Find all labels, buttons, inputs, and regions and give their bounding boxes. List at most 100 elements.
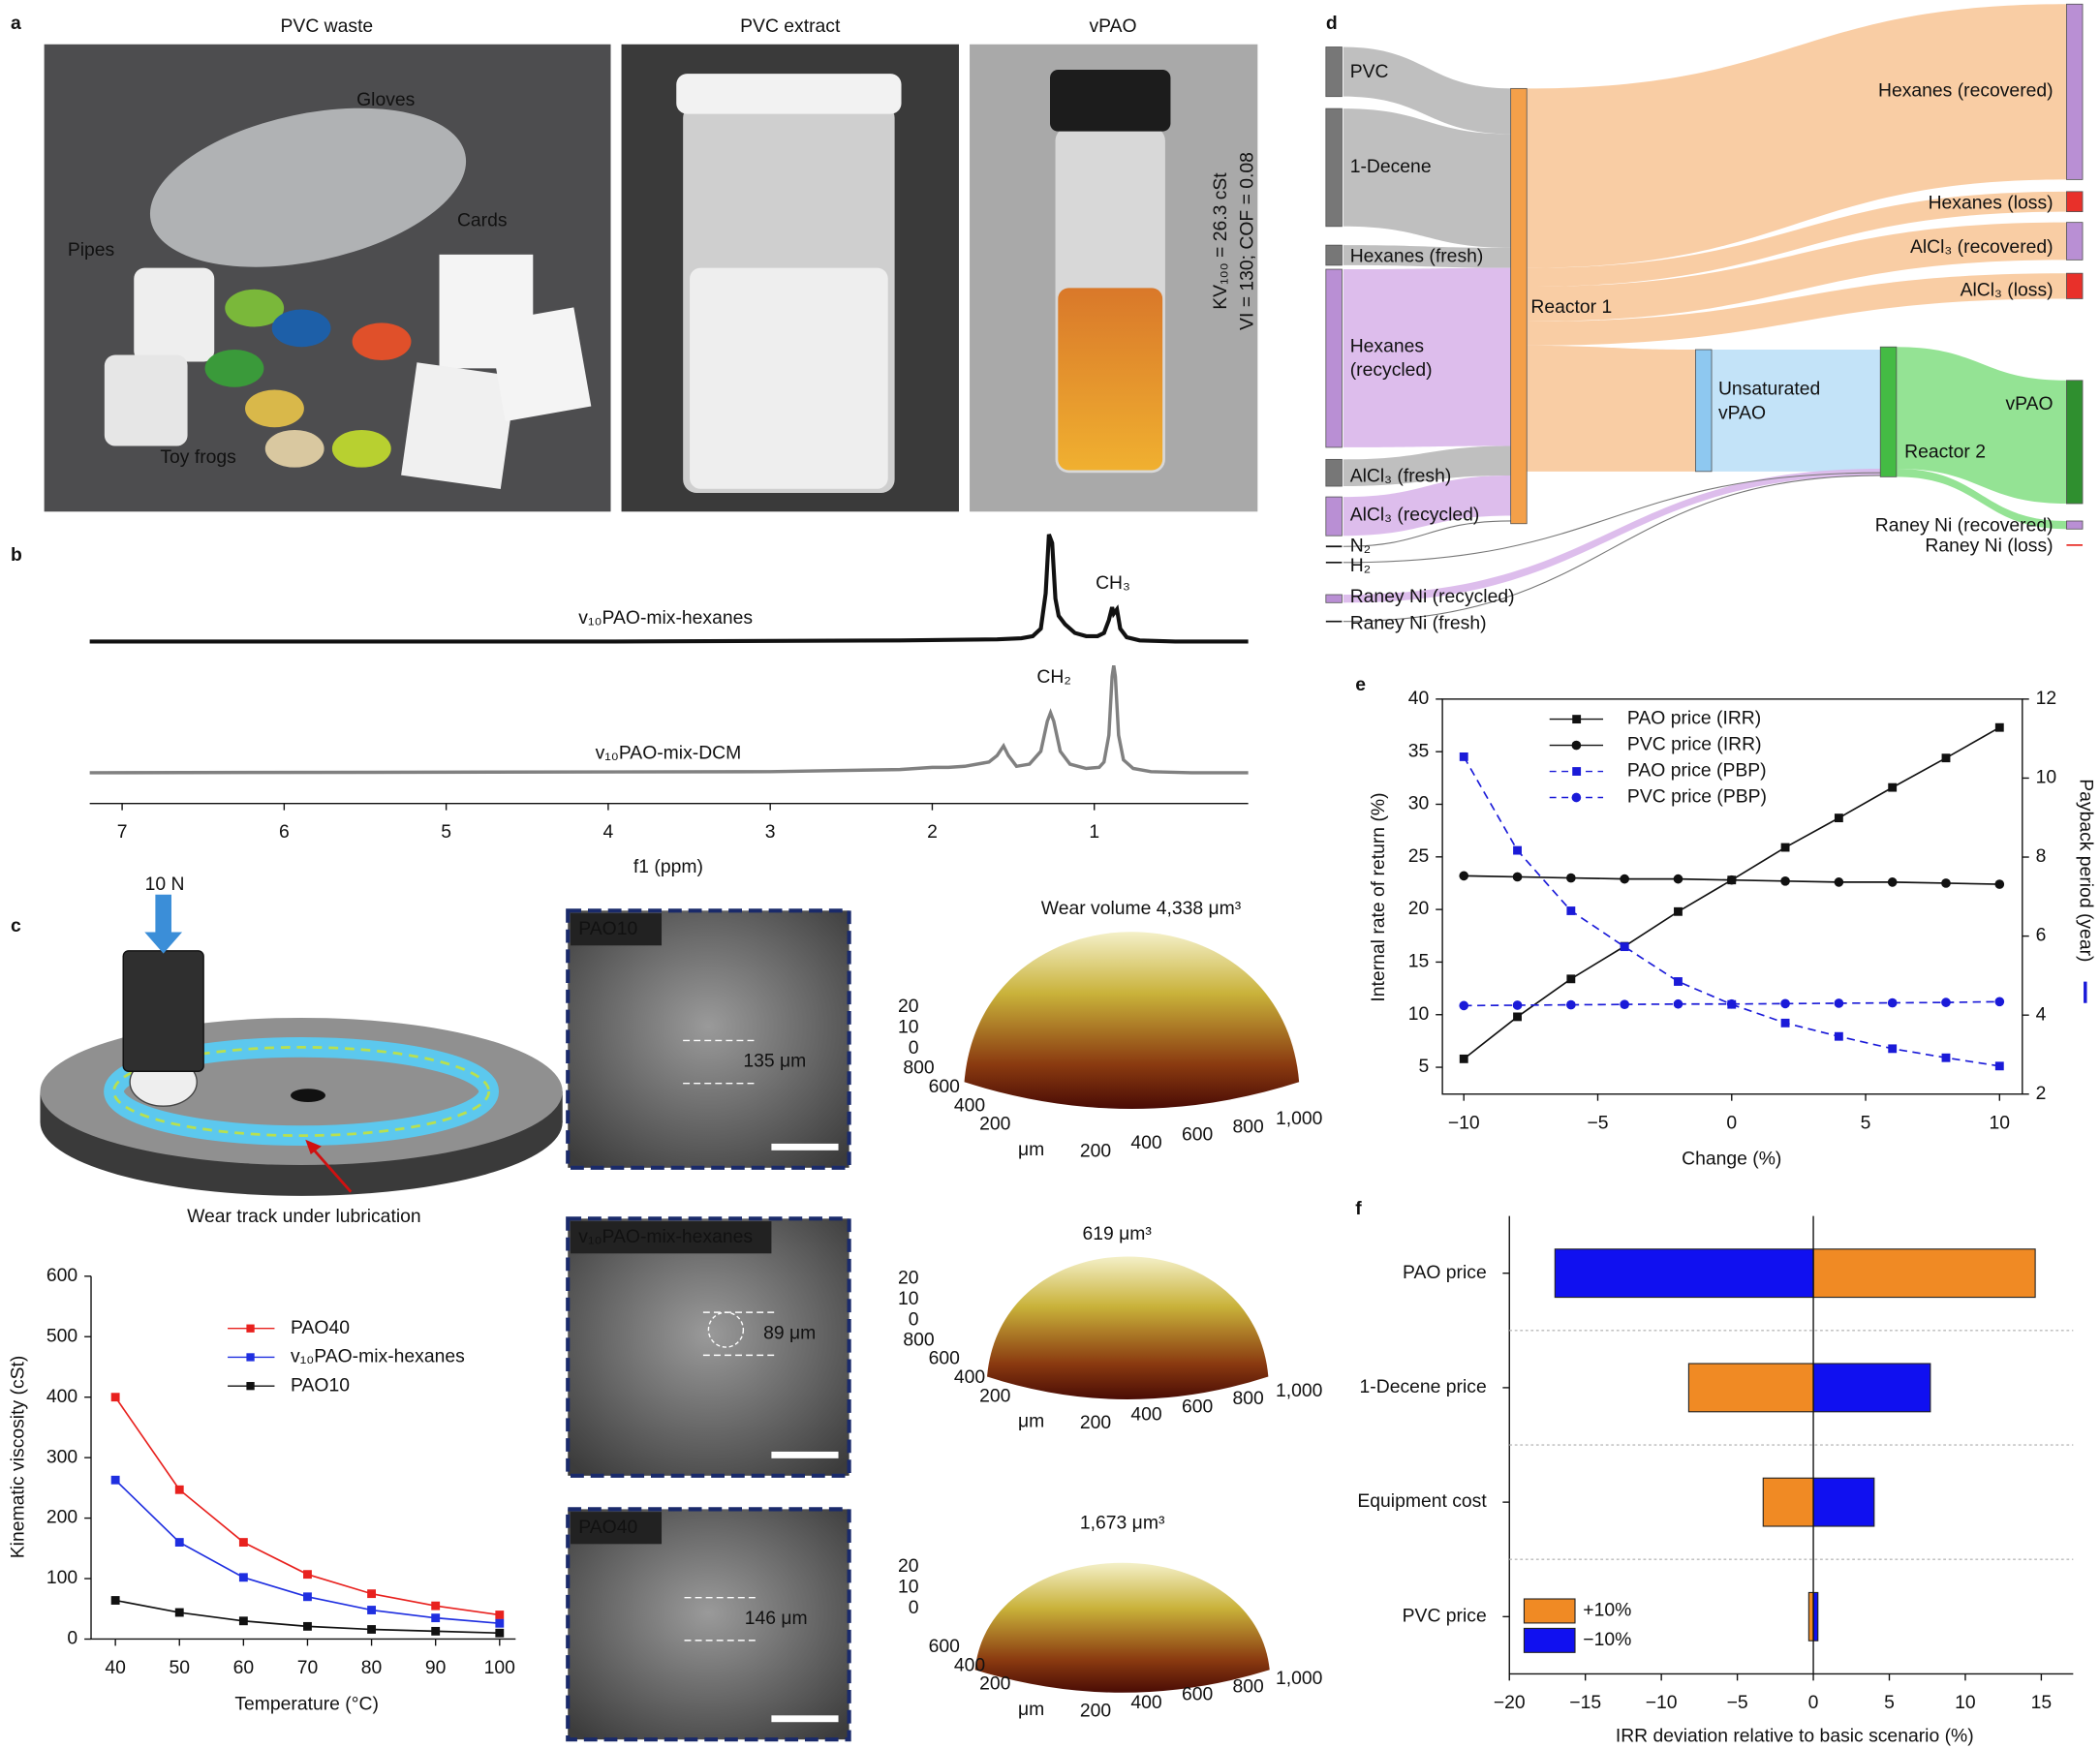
sankey-flow: [1343, 475, 1511, 537]
marker: [1834, 813, 1843, 823]
node-label: Unsaturated: [1718, 379, 1820, 400]
marker: [174, 1485, 184, 1494]
marker: [1566, 974, 1576, 984]
node-label: N₂: [1350, 535, 1371, 556]
y-tick-label: 200: [979, 1673, 1010, 1695]
marker: [1780, 875, 1790, 886]
legend-label: PAO price (PBP): [1627, 760, 1767, 782]
x-tick-label: 7: [117, 821, 128, 843]
spectrum-label: v₁₀PAO-mix-hexanes: [578, 607, 753, 629]
glove: [149, 107, 467, 267]
panel-letter: d: [1326, 13, 1338, 34]
y-tick-label: 200: [46, 1507, 77, 1528]
wear-volume: Wear volume 4,338 μm³: [1041, 898, 1242, 919]
vpao-note: VI = 130; COF = 0.08: [1237, 152, 1258, 330]
z-tick-label: 10: [898, 1288, 919, 1309]
sankey-flow: [1527, 273, 2067, 346]
node-label: Hexanes: [1350, 335, 1424, 356]
objective: [122, 950, 204, 1072]
legend-marker: [246, 1324, 255, 1333]
marker: [1994, 879, 2005, 889]
x-tick-label: 400: [1130, 1404, 1161, 1426]
spectrum-label: v₁₀PAO-mix-DCM: [596, 743, 742, 764]
marker: [1513, 1012, 1522, 1022]
marker: [1620, 942, 1629, 952]
marker: [1780, 843, 1790, 852]
y-tick-label: 20: [1408, 898, 1430, 919]
marker: [174, 1608, 184, 1617]
sankey-flow: [1896, 469, 2067, 530]
x-tick-label: 0: [1726, 1112, 1737, 1133]
y-axis-label: Kinematic viscosity (cSt): [7, 1356, 28, 1559]
micrograph-label-bg: [571, 913, 663, 946]
z-tick-label: 20: [898, 1555, 919, 1577]
panel-letter: f: [1355, 1198, 1362, 1219]
z-tick-label: 20: [898, 1268, 919, 1289]
sankey-flow: [1343, 46, 1511, 135]
series-line: [114, 1479, 500, 1625]
legend-marker: [246, 1382, 255, 1391]
plot-frame: [1441, 698, 2023, 1095]
marker: [174, 1538, 184, 1547]
sankey-node: [1510, 87, 1528, 525]
node-label: AlCl₃ (fresh): [1350, 465, 1452, 486]
scale-bar: [771, 1715, 839, 1723]
x-tick-label: 5: [1884, 1692, 1895, 1713]
wear-volume: 1,673 μm³: [1080, 1513, 1165, 1534]
marker: [1726, 874, 1737, 885]
marker: [1888, 782, 1898, 792]
x-tick-label: 1,000: [1276, 1108, 1322, 1129]
micrograph: [566, 908, 851, 1170]
y-tick-label: 400: [46, 1386, 77, 1407]
y-tick-label: 500: [46, 1325, 77, 1346]
scar-width: 89 μm: [763, 1322, 816, 1343]
y-tick-label: 200: [979, 1385, 1010, 1406]
sankey-flow: [1896, 347, 2067, 505]
bar: [1807, 1591, 1814, 1642]
node-label: Raney Ni (fresh): [1350, 613, 1487, 634]
sankey-flow: [1710, 350, 1881, 472]
wear-profile: [964, 932, 1300, 1109]
sankey-node: [1879, 346, 1898, 477]
photo-title: PVC waste: [281, 15, 374, 37]
legend-label: −10%: [1583, 1629, 1631, 1650]
micrograph-label: PAO40: [578, 1517, 637, 1538]
y2-tick-label: 4: [2036, 1003, 2047, 1025]
x-tick-label: −10: [1646, 1692, 1678, 1713]
node-label: 1-Decene: [1350, 156, 1432, 177]
legend-label: v₁₀PAO-mix-hexanes: [291, 1346, 465, 1367]
card: [401, 362, 517, 490]
node-label: H₂: [1350, 555, 1371, 576]
marker: [1459, 1000, 1469, 1011]
node-label: AlCl₃ (recycled): [1350, 505, 1480, 526]
micrograph: [566, 1507, 851, 1742]
category-label: PVC price: [1403, 1605, 1487, 1626]
marker: [1512, 1000, 1523, 1010]
y2-tick-label: 10: [2036, 767, 2057, 788]
marker: [1512, 872, 1523, 882]
x-tick-label: 800: [1232, 1388, 1263, 1409]
scar-width: 146 μm: [745, 1608, 808, 1629]
sankey-flow: [1527, 4, 2067, 268]
sankey-flow: [1527, 191, 2067, 288]
legend-marker: [1571, 740, 1582, 751]
marker: [303, 1621, 312, 1631]
sankey-node: [1325, 46, 1343, 98]
node-label: Hexanes (loss): [1929, 192, 2054, 213]
sankey-link: [1343, 475, 1881, 623]
sankey-flow: [1343, 469, 1881, 603]
z-tick-label: 10: [898, 1016, 919, 1037]
sankey-node: [2066, 272, 2084, 299]
panel-letter: e: [1355, 674, 1366, 695]
marker: [303, 1570, 312, 1580]
sankey-node: [1695, 349, 1713, 473]
x-tick-label: 10: [1955, 1692, 1976, 1713]
node-label: Reactor 1: [1530, 296, 1612, 318]
x-tick-label: 90: [425, 1657, 447, 1678]
sankey-node: [1325, 107, 1343, 228]
micrograph-label: PAO10: [578, 918, 637, 939]
x-tick-label: −5: [1587, 1112, 1608, 1133]
marker: [110, 1393, 120, 1402]
y-tick-label: 40: [1408, 688, 1430, 709]
legend-swatch: [1523, 1598, 1576, 1624]
